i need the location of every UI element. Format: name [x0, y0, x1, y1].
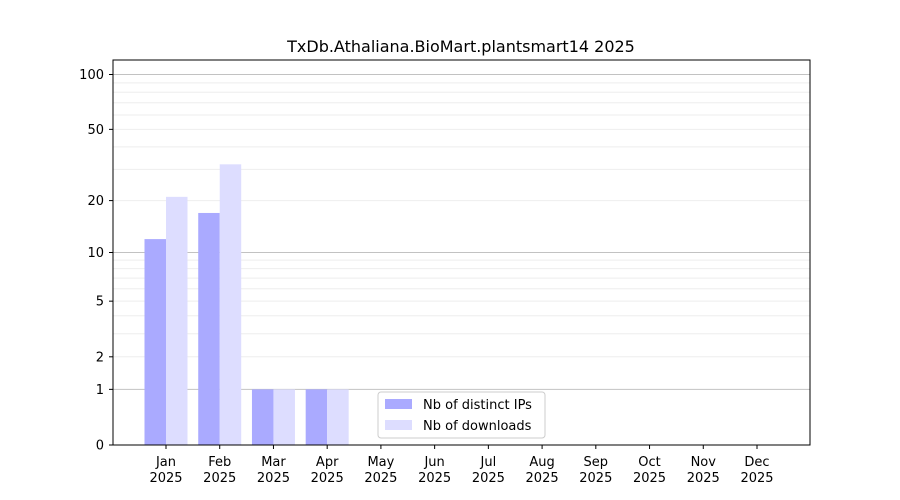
chart-title: TxDb.Athaliana.BioMart.plantsmart14 2025: [286, 37, 635, 56]
y-axis: 0 1 2 5 10 20 50 100: [79, 68, 113, 454]
legend: Nb of distinct IPs Nb of downloads: [377, 391, 546, 439]
x-tick-label: Dec 2025: [740, 455, 773, 486]
y-tick-label: 2: [96, 350, 104, 365]
legend-swatch-downloads: [385, 420, 412, 430]
bar-distinct-ips: [198, 212, 220, 445]
x-tick-label: Jul 2025: [472, 455, 505, 486]
x-tick-label: Sep 2025: [579, 455, 612, 486]
y-tick-label: 100: [79, 68, 104, 83]
x-tick-label: Oct 2025: [633, 455, 666, 486]
legend-label-downloads: Nb of downloads: [423, 419, 532, 434]
x-tick-label: Jan 2025: [149, 455, 182, 486]
y-tick-label: 0: [96, 439, 104, 454]
y-tick-label: 50: [87, 123, 104, 138]
legend-swatch-distinct-ips: [385, 399, 412, 409]
bar-downloads: [219, 164, 242, 445]
bar-distinct-ips: [305, 389, 328, 445]
x-tick-label: May 2025: [364, 455, 397, 486]
x-axis: Jan 2025 Feb 2025 Mar 2025 Apr 2025 May 2025 Jun 20…: [149, 445, 774, 486]
bar-distinct-ips: [251, 389, 274, 445]
legend-label-distinct-ips: Nb of distinct IPs: [423, 398, 532, 413]
y-tick-label: 20: [87, 194, 104, 209]
bar-distinct-ips: [144, 239, 166, 445]
bar-downloads: [166, 196, 188, 445]
y-tick-label: 1: [96, 383, 104, 398]
y-tick-label: 10: [87, 246, 104, 261]
x-tick-label: Feb 2025: [203, 455, 236, 486]
legend-box: [377, 391, 546, 439]
bar-downloads: [273, 389, 295, 445]
x-tick-label: Apr 2025: [311, 455, 344, 486]
x-tick-label: Aug 2025: [526, 455, 559, 486]
y-tick-label: 5: [96, 295, 104, 310]
bars: [144, 164, 349, 445]
x-tick-label: Nov 2025: [687, 455, 720, 486]
x-tick-label: Jun 2025: [418, 455, 451, 486]
bar-downloads: [327, 389, 349, 445]
x-tick-label: Mar 2025: [257, 455, 290, 486]
